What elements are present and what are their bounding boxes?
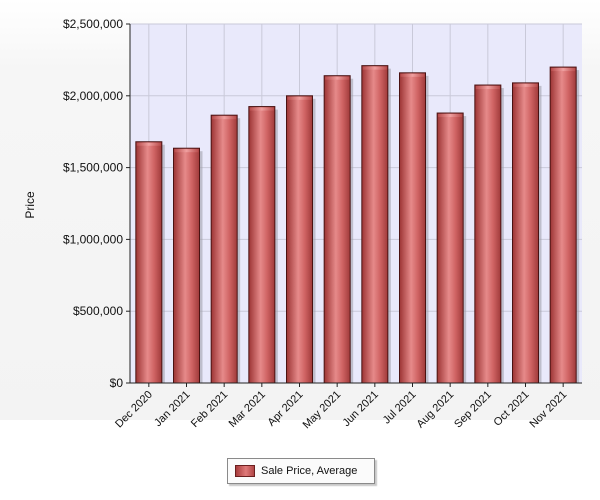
y-axis-title: Price bbox=[23, 191, 37, 219]
legend: Sale Price, Average bbox=[227, 458, 375, 484]
y-tick-label: $1,000,000 bbox=[63, 232, 123, 246]
bar-body bbox=[286, 95, 313, 384]
bar-cap bbox=[325, 76, 350, 80]
y-tick-labels: $0 $500,000 $1,000,000 $1,500,000 $2,000,000… bbox=[63, 17, 123, 390]
bar bbox=[248, 106, 278, 384]
x-tick-label: Oct 2021 bbox=[492, 389, 532, 429]
x-tick-label: Jun 2021 bbox=[340, 389, 380, 429]
legend-swatch bbox=[235, 465, 255, 477]
bar bbox=[173, 147, 203, 384]
x-tick-label: Mar 2021 bbox=[227, 389, 268, 430]
bar-body bbox=[436, 112, 464, 384]
bar-cap bbox=[400, 73, 425, 77]
bar-cap bbox=[475, 86, 500, 90]
x-tick-label: May 2021 bbox=[301, 389, 344, 432]
bar-body bbox=[474, 84, 502, 384]
bar-body bbox=[323, 75, 351, 384]
bar-cap bbox=[551, 68, 576, 72]
y-tick-label: $1,500,000 bbox=[63, 161, 123, 175]
bar-cap bbox=[438, 114, 463, 118]
x-tick-label: Jan 2021 bbox=[152, 389, 192, 429]
x-tick-label: Dec 2020 bbox=[113, 389, 155, 431]
y-tick-label: $2,000,000 bbox=[63, 89, 123, 103]
bar-body bbox=[173, 147, 200, 384]
x-tick-label: Feb 2021 bbox=[189, 389, 230, 430]
bar-cap bbox=[513, 83, 538, 87]
bar-body bbox=[248, 106, 276, 384]
bar bbox=[549, 66, 580, 384]
bar-body bbox=[512, 82, 539, 384]
bar bbox=[474, 84, 504, 384]
bar-cap bbox=[212, 116, 237, 120]
x-tick-label: Sep 2021 bbox=[452, 389, 494, 431]
bar-cap bbox=[362, 66, 387, 70]
bar bbox=[286, 95, 316, 384]
bar-body bbox=[549, 66, 577, 384]
bar bbox=[135, 141, 165, 384]
bar-cap bbox=[136, 142, 161, 146]
bars bbox=[135, 65, 580, 384]
y-tick-label: $500,000 bbox=[73, 304, 123, 318]
legend-label: Sale Price, Average bbox=[261, 465, 358, 477]
bar-body bbox=[135, 141, 163, 384]
bar bbox=[361, 65, 391, 384]
bar bbox=[512, 82, 542, 384]
y-tick-label: $0 bbox=[110, 376, 124, 390]
bar-body bbox=[361, 65, 389, 384]
x-tick-label: Nov 2021 bbox=[528, 389, 570, 431]
x-tick-label: Aug 2021 bbox=[414, 389, 456, 431]
bar bbox=[323, 75, 354, 384]
bar-body bbox=[210, 114, 238, 384]
bar-cap bbox=[174, 149, 199, 153]
bar-cap bbox=[287, 96, 312, 100]
x-tick-label: Jul 2021 bbox=[381, 389, 419, 427]
bar bbox=[210, 114, 241, 384]
axes bbox=[126, 23, 582, 387]
bar bbox=[399, 72, 429, 384]
bar-body bbox=[399, 72, 426, 384]
bar-cap bbox=[249, 107, 274, 111]
plot-area bbox=[130, 24, 582, 383]
bar bbox=[436, 112, 467, 384]
y-tick-label: $2,500,000 bbox=[63, 17, 123, 31]
